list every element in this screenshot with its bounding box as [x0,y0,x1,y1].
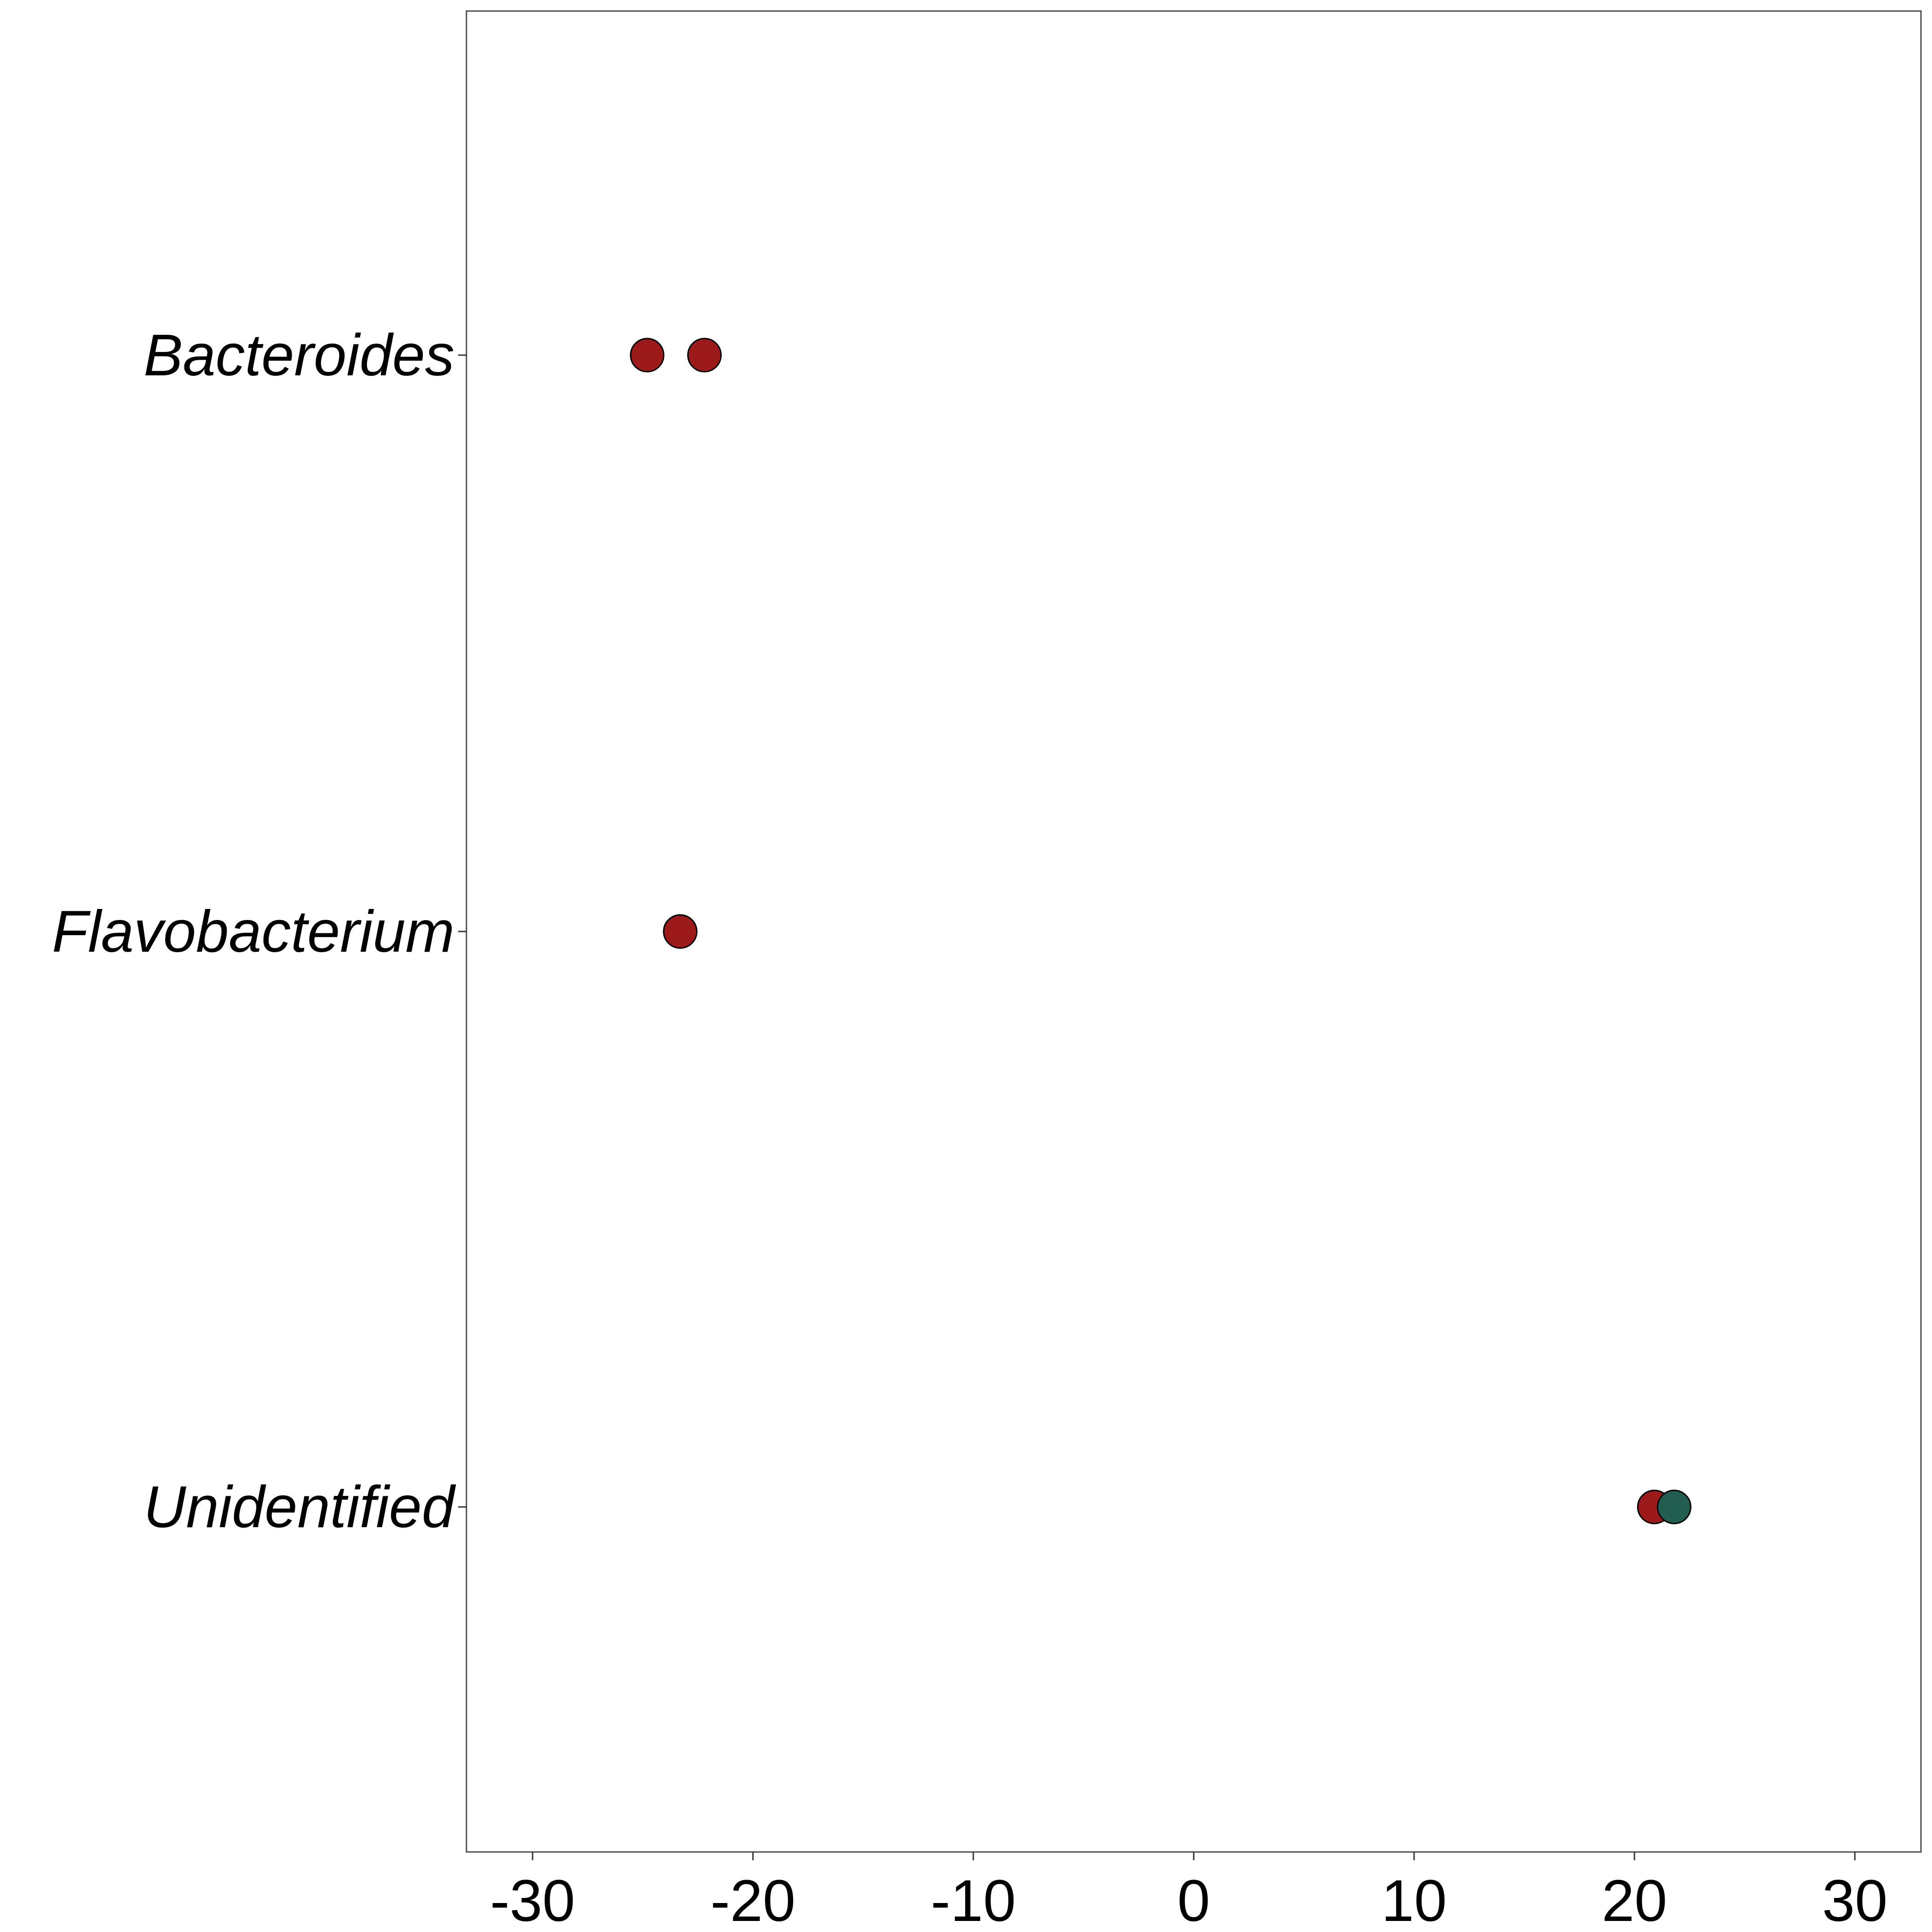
x-axis: -30 -20 -10 0 10 20 30 [490,1852,1887,1932]
y-axis: Bacteroides Flavobacterium Unidentified [52,322,466,1540]
x-tick-label: -10 [931,1868,1016,1932]
y-tick-label: Flavobacterium [52,899,454,965]
x-tick-label: -20 [710,1868,795,1932]
data-point [663,914,698,949]
x-tick-label: 20 [1602,1868,1667,1932]
x-tick-label: 30 [1822,1868,1887,1932]
data-point [630,338,665,373]
y-tick-label: Unidentified [144,1474,456,1540]
x-tick-label: 10 [1381,1868,1447,1932]
x-tick-label: -30 [490,1868,575,1932]
data-point [687,338,722,373]
y-tick-label: Bacteroides [144,322,454,388]
x-tick-label: 0 [1177,1868,1210,1932]
data-point [1656,1489,1691,1524]
data-points [630,338,1691,1524]
